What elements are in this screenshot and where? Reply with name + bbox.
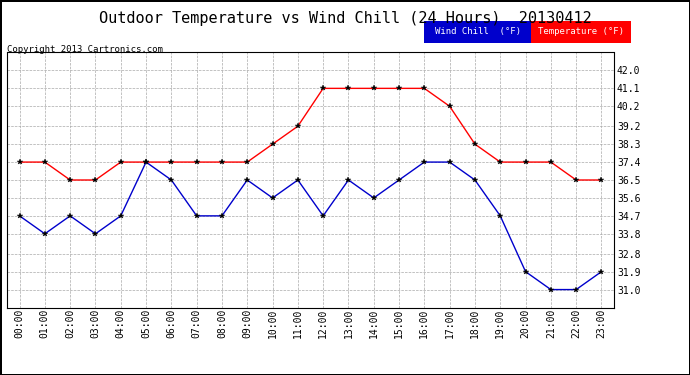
Text: Wind Chill  (°F): Wind Chill (°F)	[435, 27, 521, 36]
Text: Temperature (°F): Temperature (°F)	[538, 27, 624, 36]
Text: Copyright 2013 Cartronics.com: Copyright 2013 Cartronics.com	[7, 45, 163, 54]
Text: Outdoor Temperature vs Wind Chill (24 Hours)  20130412: Outdoor Temperature vs Wind Chill (24 Ho…	[99, 11, 591, 26]
